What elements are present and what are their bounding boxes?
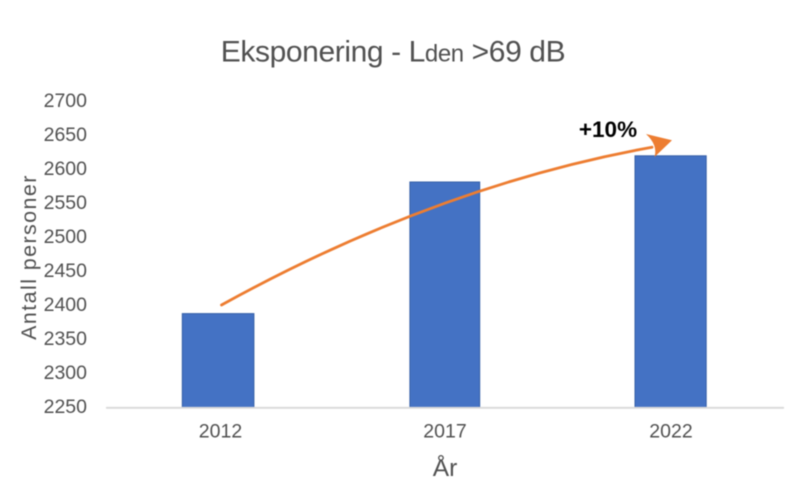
- svg-text:2450: 2450: [44, 260, 88, 282]
- svg-text:2250: 2250: [44, 396, 88, 418]
- svg-text:2600: 2600: [44, 158, 88, 180]
- svg-text:2022: 2022: [649, 421, 692, 443]
- svg-text:2012: 2012: [199, 421, 242, 443]
- svg-text:År: År: [433, 454, 458, 482]
- svg-text:+10%: +10%: [579, 117, 637, 142]
- svg-text:2350: 2350: [44, 328, 88, 350]
- svg-text:2500: 2500: [44, 226, 88, 248]
- svg-text:2400: 2400: [44, 294, 88, 316]
- svg-text:2017: 2017: [423, 421, 466, 443]
- svg-text:2700: 2700: [44, 90, 88, 112]
- svg-text:2650: 2650: [44, 124, 88, 146]
- svg-text:Antall personer: Antall personer: [17, 174, 41, 340]
- svg-text:Eksponering - Lden >69 dB: Eksponering - Lden >69 dB: [221, 36, 565, 69]
- svg-text:2550: 2550: [44, 192, 88, 214]
- svg-text:2300: 2300: [44, 362, 88, 384]
